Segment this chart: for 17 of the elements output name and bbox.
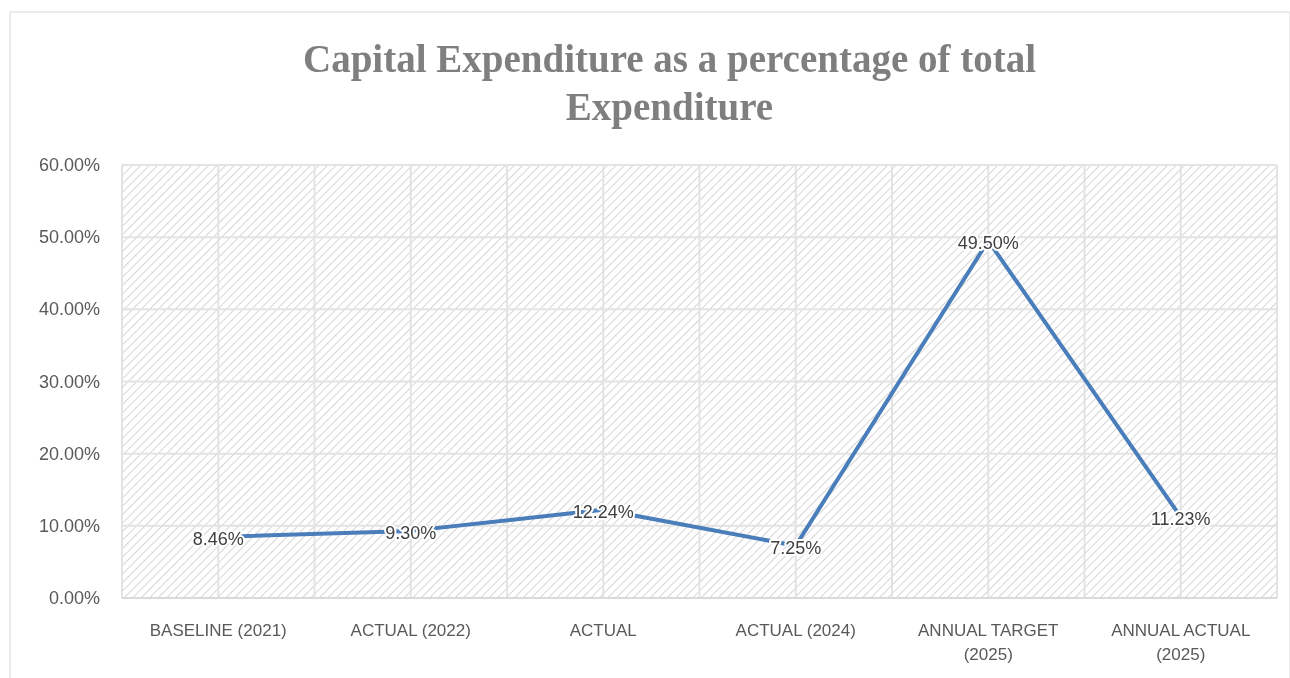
- y-tick-label: 30.00%: [38, 371, 100, 392]
- x-tick-label: ACTUAL: [569, 621, 637, 640]
- x-tick-label: BASELINE (2021): [149, 621, 287, 640]
- x-tick-label: ANNUAL ACTUAL (2025): [1111, 621, 1251, 664]
- y-tick-label: 0.00%: [48, 588, 100, 608]
- y-tick-label: 60.00%: [38, 155, 100, 175]
- y-tick-label: 50.00%: [38, 227, 100, 248]
- data-label: 8.46%: [192, 528, 244, 549]
- y-tick-label: 20.00%: [38, 443, 100, 464]
- x-tick-label: ACTUAL (2022): [350, 621, 471, 640]
- y-tick-label: 40.00%: [38, 299, 100, 320]
- chart-title: Capital Expenditure as a percentage of total Expenditure: [302, 37, 1037, 129]
- x-tick-label: ANNUAL TARGET (2025): [918, 621, 1059, 664]
- data-label: 11.23%: [1150, 508, 1211, 529]
- y-tick-label: 10.00%: [38, 515, 100, 536]
- x-tick-label: ACTUAL (2024): [735, 621, 856, 640]
- data-label: 7.25%: [770, 537, 822, 558]
